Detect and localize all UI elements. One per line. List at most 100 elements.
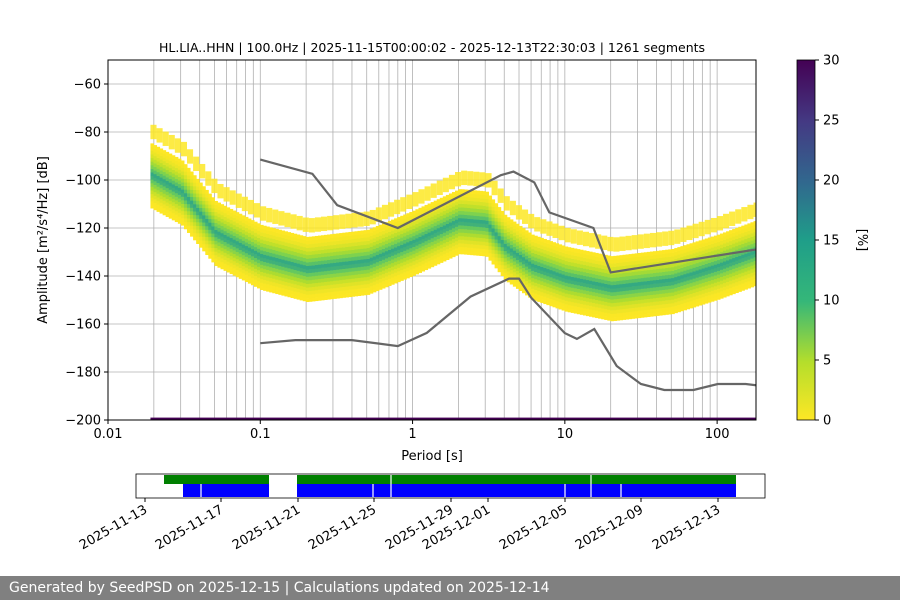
density-cell — [582, 286, 587, 291]
density-cell — [162, 200, 167, 205]
density-cell — [473, 201, 477, 206]
density-cell — [619, 262, 624, 267]
density-cell — [604, 272, 608, 277]
density-cell-upper — [388, 202, 395, 217]
density-cell — [299, 292, 304, 297]
density-cell — [375, 251, 380, 256]
density-cell — [430, 263, 435, 268]
density-cell — [287, 289, 292, 294]
density-cell — [333, 284, 337, 289]
density-cell — [692, 299, 697, 304]
density-cell — [394, 268, 398, 273]
density-cell — [546, 240, 550, 244]
density-cell — [488, 245, 493, 250]
density-cell — [625, 312, 630, 316]
density-cell — [707, 273, 712, 278]
density-cell — [509, 237, 514, 242]
density-cell — [427, 203, 432, 208]
density-cell — [287, 239, 292, 244]
y-tick-label: −80 — [74, 126, 101, 141]
density-cell — [406, 227, 410, 232]
density-cell — [439, 251, 444, 256]
density-cell — [680, 292, 684, 297]
density-cell — [573, 259, 578, 264]
density-cell — [330, 234, 334, 239]
density-cell — [171, 212, 176, 217]
density-cell — [174, 218, 179, 223]
density-cell — [260, 286, 264, 291]
density-cell — [445, 220, 450, 225]
density-cell — [595, 256, 599, 261]
density-cell — [433, 240, 438, 245]
density-cell — [494, 228, 499, 233]
density-cell — [719, 262, 724, 267]
density-cell — [202, 225, 206, 230]
density-cell — [640, 310, 645, 315]
density-cell — [211, 254, 215, 259]
density-cell — [235, 237, 240, 242]
density-cell — [476, 244, 480, 249]
density-cell — [485, 195, 490, 200]
density-cell — [473, 215, 477, 220]
density-cell — [522, 253, 526, 258]
density-cell — [174, 210, 179, 215]
density-cell — [625, 276, 630, 280]
density-cell — [646, 291, 651, 296]
density-cell — [400, 273, 404, 278]
density-cell-upper — [491, 180, 498, 196]
density-cell — [247, 247, 252, 252]
density-cell — [558, 283, 563, 288]
density-cell — [689, 279, 694, 284]
density-cell — [193, 229, 197, 234]
density-cell — [174, 189, 179, 194]
density-cell — [177, 209, 182, 213]
density-cell — [333, 237, 337, 242]
density-cell — [397, 217, 401, 221]
density-cell — [232, 257, 237, 262]
density-cell — [622, 265, 627, 270]
density-cell — [427, 239, 432, 244]
density-cell — [567, 261, 572, 266]
density-cell — [342, 286, 346, 291]
density-cell — [518, 229, 523, 234]
density-cell — [311, 272, 316, 277]
density-cell — [549, 244, 553, 249]
density-cell — [372, 266, 377, 271]
density-cell — [701, 297, 706, 301]
density-cell — [296, 292, 301, 297]
density-cell — [278, 269, 282, 274]
density-cell — [634, 278, 639, 283]
density-cell — [260, 253, 264, 258]
density-cell — [479, 194, 483, 199]
density-cell — [388, 228, 392, 232]
density-cell — [601, 268, 605, 273]
density-cell — [324, 252, 328, 257]
density-cell — [260, 228, 264, 233]
density-cell — [287, 268, 292, 273]
density-cell — [585, 254, 590, 259]
density-cell — [226, 246, 231, 251]
density-cell — [330, 280, 334, 285]
density-cell — [186, 182, 191, 187]
density-cell — [723, 261, 727, 266]
density-cell — [552, 285, 557, 290]
density-cell — [220, 211, 225, 216]
density-cell — [582, 293, 587, 298]
density-cell — [579, 289, 584, 294]
density-cell — [302, 243, 307, 248]
density-cell — [500, 261, 505, 266]
density-cell — [360, 280, 365, 285]
density-cell — [448, 240, 453, 245]
density-cell — [716, 249, 721, 253]
density-cell — [156, 153, 161, 158]
density-cell — [552, 281, 557, 286]
density-cell — [455, 215, 459, 220]
density-cell — [518, 233, 523, 238]
density-cell — [692, 249, 697, 254]
density-cell — [324, 267, 328, 272]
density-cell — [311, 290, 316, 295]
density-cell — [613, 284, 617, 289]
density-cell — [528, 243, 532, 248]
density-cell — [677, 261, 681, 266]
density-cell — [321, 246, 325, 250]
